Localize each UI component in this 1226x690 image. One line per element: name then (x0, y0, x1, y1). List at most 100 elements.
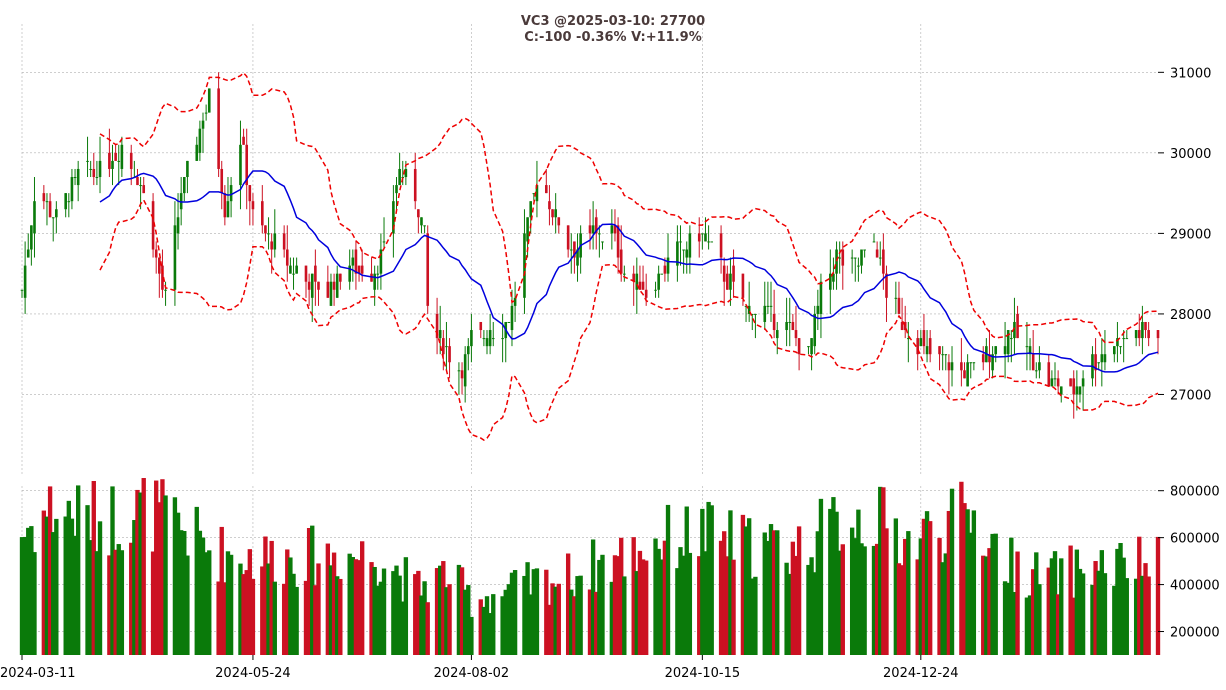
volume-bar (531, 569, 537, 655)
candle-body (198, 128, 202, 153)
volume-bar (425, 602, 430, 655)
volume-bar (806, 564, 811, 655)
volume-bar (659, 559, 664, 655)
volume-bar (478, 599, 483, 655)
volume-bar (250, 578, 256, 655)
candle-body (136, 177, 139, 186)
candle-body (264, 225, 267, 234)
candle-body (1034, 370, 1038, 372)
volume-bar (32, 552, 37, 655)
volume-bar (203, 552, 209, 655)
candle-body (445, 346, 448, 348)
candle-body (819, 281, 823, 314)
price-tick-label: 29000 (1170, 227, 1211, 242)
candle-body (420, 217, 423, 226)
volume-bar (831, 497, 836, 655)
volume-bar (678, 547, 683, 655)
volume-tick-label: 800000 (1170, 485, 1220, 500)
volume-bar (500, 596, 505, 655)
candle-body (554, 209, 557, 218)
volume-bar (590, 539, 596, 655)
candle-body (1025, 346, 1029, 348)
candle-body (885, 273, 888, 298)
candle-body (295, 265, 298, 274)
candle-body (576, 249, 579, 266)
volume-bar (725, 556, 730, 655)
candle-body (697, 233, 701, 242)
candle-body (1075, 386, 1079, 395)
volume-bar (1068, 545, 1073, 655)
volume-bar (310, 525, 315, 655)
candle-body (1013, 321, 1016, 339)
volume-bar (75, 485, 81, 655)
volume-bar (85, 505, 90, 655)
volume-bar (1024, 597, 1030, 655)
volume-bar (503, 589, 508, 655)
candle-body (688, 233, 692, 258)
volume-bar (1049, 558, 1055, 655)
candle-body (969, 362, 973, 364)
volume-bar (706, 501, 711, 655)
candle-body (928, 338, 932, 355)
candle-body (1122, 338, 1125, 340)
volume-bar (793, 555, 799, 655)
volume-bar (325, 543, 331, 655)
candle-body (485, 338, 489, 347)
volume-bar (718, 540, 724, 655)
volume-bar (946, 510, 952, 655)
volume-bar (753, 576, 758, 655)
volume-bar (600, 554, 605, 655)
candle-body (1028, 346, 1032, 355)
volume-bar (809, 557, 814, 655)
candle-body (1010, 338, 1013, 340)
volume-bar (444, 587, 449, 655)
volume-bar (528, 594, 533, 655)
volume-bars (19, 478, 1161, 655)
candle-body (960, 362, 963, 371)
time-tick-label: 2024-08-02 (434, 666, 510, 681)
candle-body (616, 225, 620, 258)
volume-bar (438, 565, 443, 655)
volume-bar (587, 589, 593, 655)
candle-body (916, 338, 919, 355)
volume-bar (1002, 581, 1008, 655)
volume-bar (462, 589, 468, 655)
candle-body (598, 233, 601, 235)
volume-bar (260, 566, 265, 655)
bollinger-bands (99, 71, 1159, 441)
volume-bar (375, 585, 380, 655)
candle-body (220, 168, 224, 194)
volume-bar (394, 565, 399, 655)
volume-bar (662, 540, 668, 655)
volume-bar (899, 565, 905, 655)
candle-body (70, 177, 74, 202)
candle-body (947, 362, 951, 371)
volume-bar (522, 575, 527, 655)
candle-body (310, 273, 314, 298)
candle-body (794, 330, 798, 339)
volume-bar (172, 497, 178, 655)
candle-body (1141, 321, 1144, 339)
volume-bar (637, 550, 643, 655)
candle-body (285, 249, 289, 266)
candle-body (398, 168, 401, 186)
volume-bar (1074, 549, 1080, 655)
volume-bar (762, 532, 767, 655)
candle-body (925, 346, 929, 355)
candle-body (329, 281, 333, 306)
time-tick-label: 2024-03-11 (0, 666, 76, 681)
candle-body (894, 297, 898, 299)
volume-bar (784, 562, 789, 655)
volume-bar (1030, 569, 1036, 655)
candle-body (1156, 330, 1160, 339)
candle-body (55, 209, 58, 218)
volume-bar (940, 562, 945, 655)
volume-bar (681, 555, 686, 655)
volume-bar (466, 585, 471, 655)
candle-body (863, 249, 866, 251)
candle-body (707, 241, 710, 243)
volume-bar (1112, 585, 1117, 655)
candle-body (507, 321, 511, 323)
candle-body (351, 257, 355, 266)
